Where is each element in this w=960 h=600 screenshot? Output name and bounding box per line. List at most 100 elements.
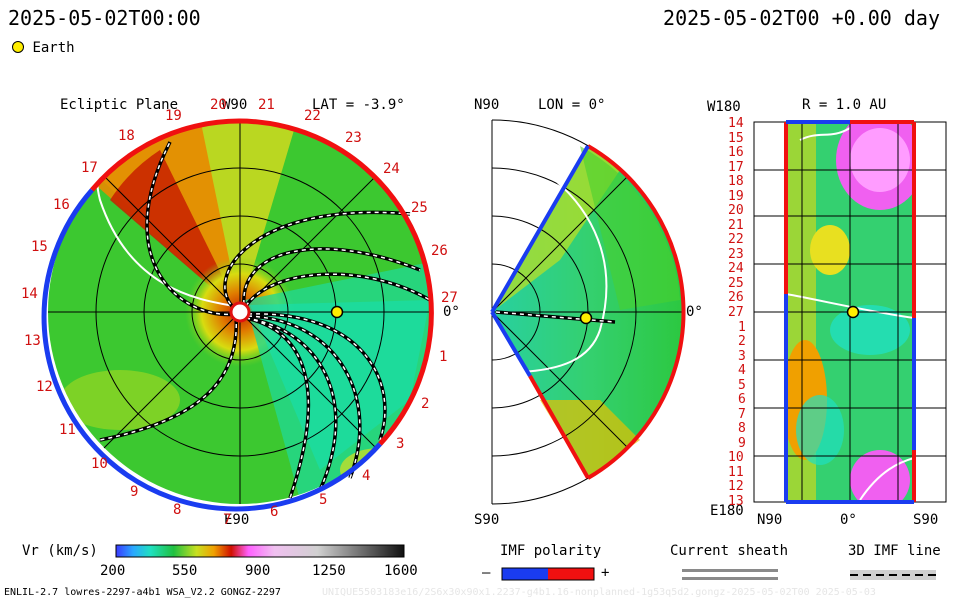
radial-day-label: 5 <box>738 377 746 393</box>
radial-day-label: 8 <box>738 421 746 437</box>
radial-day-label: 1 <box>738 319 746 335</box>
footer-left: ENLIL-2.7 lowres-2297-a4b1 WSA_V2.2 GONG… <box>4 587 281 598</box>
radial-day-label: 25 <box>728 275 744 291</box>
ecliptic-day-label: 25 <box>411 200 428 216</box>
ecliptic-day-label: 17 <box>81 160 98 176</box>
meridional-earth-icon <box>579 311 593 325</box>
ecliptic-day-label: 3 <box>396 436 405 452</box>
radial-top-left: W180 <box>707 99 741 115</box>
radial-map-plot <box>753 120 947 504</box>
ecliptic-day-label: 14 <box>21 286 38 302</box>
sun-icon <box>229 301 251 323</box>
ecliptic-bottom-label: E90 <box>224 512 250 528</box>
ecliptic-top-label: W90 <box>222 97 248 113</box>
colorbar-tick-0: 200 <box>100 563 126 579</box>
ecliptic-day-label: 26 <box>431 243 448 259</box>
ecliptic-day-label: 8 <box>173 502 182 518</box>
radial-day-label: 7 <box>738 406 746 422</box>
ecliptic-day-label: 11 <box>59 422 76 438</box>
meridional-top-label: N90 <box>474 97 500 113</box>
colorbar-gradient <box>115 544 405 558</box>
radial-day-label: 15 <box>728 130 744 146</box>
ecliptic-day-label: 22 <box>304 108 321 124</box>
ecliptic-day-label: 24 <box>383 161 400 177</box>
radial-day-label: 16 <box>728 145 744 161</box>
ecliptic-day-label: 7 <box>223 512 232 528</box>
colorbar-tick-3: 1250 <box>312 563 346 579</box>
radial-day-label: 23 <box>728 246 744 262</box>
footer-right-faded: UNIQUE5503183e16/2S6x30x90x1.2237-g4b1.1… <box>322 587 876 598</box>
radial-earth-icon <box>846 305 860 319</box>
earth-legend-label: Earth <box>32 40 75 56</box>
ecliptic-plane-plot <box>41 118 434 512</box>
radial-day-label: 18 <box>728 174 744 190</box>
imf-polarity-title: IMF polarity <box>500 543 602 559</box>
meridional-plane-plot <box>490 119 686 505</box>
ecliptic-day-label: 5 <box>319 492 328 508</box>
ecliptic-title: Ecliptic Plane <box>60 97 179 113</box>
imf-positive-swatch <box>548 568 594 580</box>
ecliptic-right-label: 0° <box>443 304 460 320</box>
radial-day-label: 20 <box>728 203 744 219</box>
ecliptic-day-label: 15 <box>31 239 48 255</box>
ecliptic-day-label: 9 <box>130 484 139 500</box>
ecliptic-day-label: 6 <box>270 504 279 520</box>
imf-plus-label: + <box>601 565 610 581</box>
ecliptic-day-label: 10 <box>91 456 108 472</box>
radial-day-label: 3 <box>738 348 746 364</box>
meridional-right-label: 0° <box>686 304 703 320</box>
radial-day-label: 9 <box>738 435 746 451</box>
radial-day-label: 26 <box>728 290 744 306</box>
ecliptic-day-label: 21 <box>258 97 275 113</box>
radial-x-left: N90 <box>757 512 783 528</box>
radial-day-label: 22 <box>728 232 744 248</box>
ecliptic-day-label: 1 <box>439 349 448 365</box>
ecliptic-day-label: 13 <box>24 333 41 349</box>
colorbar-tick-2: 900 <box>245 563 271 579</box>
radial-day-label: 4 <box>738 363 746 379</box>
earth-legend: Earth <box>12 40 75 56</box>
radial-day-label: 10 <box>728 450 744 466</box>
sheath-swatch-bottom <box>682 577 778 580</box>
ecliptic-day-label: 18 <box>118 128 135 144</box>
ecliptic-day-label: 4 <box>362 468 371 484</box>
ecliptic-day-label: 19 <box>165 108 182 124</box>
radial-x-right: S90 <box>913 512 939 528</box>
ecliptic-day-label: 27 <box>441 290 458 306</box>
radial-day-label: 14 <box>728 116 744 131</box>
sheath-swatch-top <box>682 569 778 572</box>
ecliptic-day-label: 20 <box>210 97 227 113</box>
current-sheath-title: Current sheath <box>670 543 789 559</box>
radial-day-label: 19 <box>728 188 744 204</box>
earth-marker-icon <box>12 41 24 53</box>
radial-day-label: 13 <box>728 494 744 509</box>
radial-day-label: 2 <box>738 334 746 350</box>
radial-title: R = 1.0 AU <box>802 97 887 113</box>
radial-bottom-left: E180 <box>710 503 744 519</box>
earth-icon <box>330 305 344 319</box>
ecliptic-day-label: 23 <box>345 130 362 146</box>
ecliptic-day-label: 2 <box>421 396 430 412</box>
radial-day-label: 17 <box>728 159 744 175</box>
imf-minus-label: – <box>482 565 491 581</box>
colorbar-label: Vr (km/s) <box>22 543 98 559</box>
meridional-lon-label: LON = 0° <box>538 97 606 113</box>
colorbar-tick-1: 550 <box>172 563 198 579</box>
radial-day-label: 24 <box>728 261 744 277</box>
header-right-time: 2025-05-02T00 +0.00 day <box>663 6 940 30</box>
header-left-time: 2025-05-02T00:00 <box>8 6 201 30</box>
ecliptic-day-label: 12 <box>36 379 53 395</box>
imf3d-title: 3D IMF line <box>848 543 941 559</box>
radial-day-label: 11 <box>728 464 744 480</box>
colorbar-tick-4: 1600 <box>384 563 418 579</box>
radial-x-mid: 0° <box>840 512 857 528</box>
meridional-bottom-label: S90 <box>474 512 500 528</box>
radial-day-label: 12 <box>728 479 744 495</box>
ecliptic-lat-label: LAT = -3.9° <box>312 97 405 113</box>
radial-day-label: 21 <box>728 217 744 233</box>
imf-negative-swatch <box>502 568 548 580</box>
radial-day-label: 6 <box>738 392 746 408</box>
radial-day-label: 27 <box>728 305 744 320</box>
